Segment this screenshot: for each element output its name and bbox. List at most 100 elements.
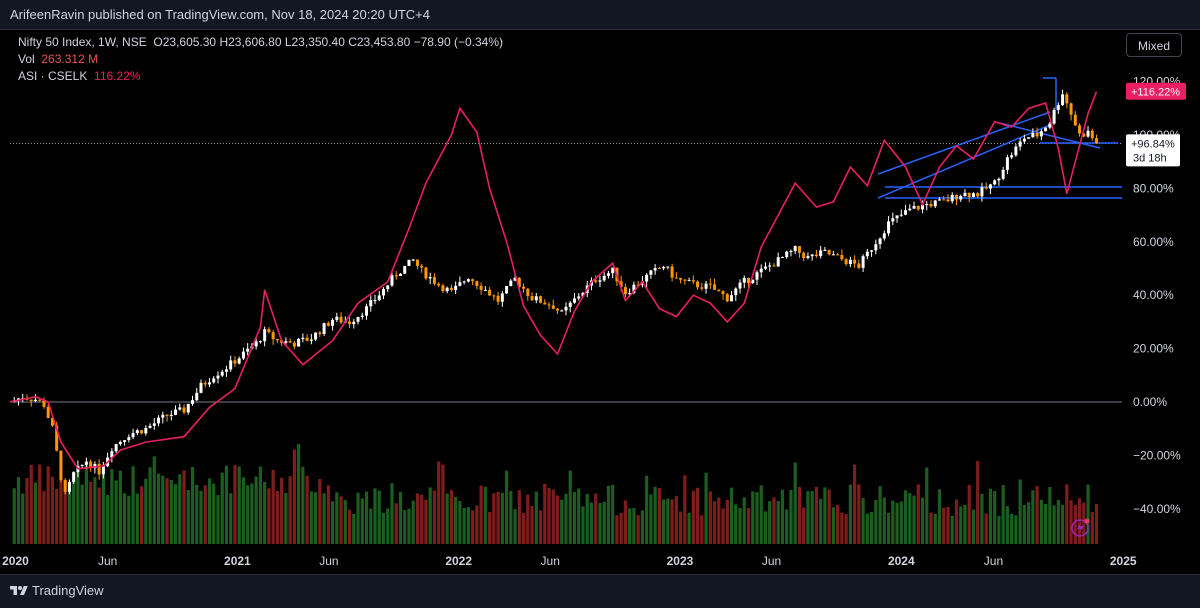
volume-bar — [980, 493, 984, 544]
legend-volume-row[interactable]: Vol 263.312 M — [18, 51, 503, 68]
volume-bar — [759, 485, 763, 544]
candle — [165, 414, 169, 422]
candle — [887, 215, 891, 237]
volume-bar — [903, 490, 908, 544]
volume-bar — [496, 491, 500, 544]
candle — [191, 395, 195, 406]
candle — [271, 330, 275, 345]
candle — [161, 411, 165, 424]
candle — [662, 265, 666, 271]
volume-bar — [717, 497, 721, 544]
candle — [89, 459, 93, 472]
volume-bar — [895, 502, 899, 544]
volume-bar — [1056, 499, 1060, 544]
scale-mode-button[interactable]: Mixed — [1126, 33, 1182, 57]
candle — [1039, 129, 1043, 141]
volume-bar — [734, 504, 738, 544]
volume-bar — [135, 493, 139, 544]
candle — [848, 256, 852, 268]
volume-bar — [458, 500, 462, 544]
volume-bar — [347, 509, 352, 544]
candle — [398, 272, 402, 276]
volume-bar — [946, 507, 950, 544]
candle — [1035, 127, 1039, 139]
volume-bar — [874, 500, 878, 544]
volume-bar — [386, 508, 390, 544]
volume-bar — [746, 508, 751, 544]
candle — [72, 471, 76, 484]
x-tick-label: Jun — [541, 554, 560, 568]
candle — [267, 327, 271, 334]
candle — [1044, 127, 1048, 132]
candle — [976, 192, 980, 198]
candle — [789, 249, 793, 257]
x-axis[interactable]: 2020 Jun 2021 Jun 2022 Jun 2023 Jun 2024 Jun 2025 — [2, 554, 1137, 568]
candle — [174, 405, 178, 416]
candle — [874, 239, 878, 255]
volume-bar — [203, 485, 207, 544]
price-chart[interactable]: 120.00%100.00%80.00%60.00%40.00%20.00%0.… — [0, 30, 1200, 574]
volume-bar — [509, 490, 513, 544]
volume-bar — [1027, 502, 1031, 544]
volume-bar — [797, 486, 802, 544]
volume-bar — [751, 491, 755, 544]
y-tick-label: −40.00% — [1133, 502, 1181, 516]
volume-bar — [305, 475, 309, 544]
candle — [1027, 137, 1031, 139]
volume-bar — [258, 466, 263, 544]
volume-bar — [46, 466, 50, 544]
volume-bar — [640, 510, 644, 544]
volume-bar — [899, 501, 903, 544]
volume-bar — [339, 496, 343, 544]
legend-asi-label: ASI · CSELK — [18, 69, 88, 83]
trendline — [877, 124, 1051, 199]
volume-bar — [827, 489, 831, 544]
volume-bar — [598, 503, 602, 544]
legend-symbol-row[interactable]: Nifty 50 Index, 1W, NSE O23,605.30 H23,6… — [18, 34, 503, 51]
volume-bar — [1077, 498, 1082, 544]
candle — [1086, 126, 1090, 138]
volume-bar — [301, 466, 305, 544]
volume-bar — [284, 493, 288, 544]
volume-bar — [492, 493, 496, 544]
candle — [195, 387, 199, 402]
volume-bar — [959, 506, 963, 544]
volume-bar — [246, 485, 250, 544]
volume-bar — [398, 492, 403, 544]
volume-bar — [933, 513, 937, 544]
volume-bar — [776, 501, 780, 544]
candle — [700, 282, 704, 291]
candle — [530, 292, 534, 301]
candle — [305, 334, 309, 342]
candle — [870, 250, 874, 257]
candle — [365, 303, 369, 320]
volume-bar — [403, 510, 407, 544]
volume-bar — [585, 493, 589, 544]
candle — [649, 269, 653, 279]
lightning-icon[interactable] — [1071, 518, 1090, 537]
volume-bar — [106, 494, 110, 544]
legend-asi-row[interactable]: ASI · CSELK 116.22% — [18, 68, 503, 85]
candle — [118, 440, 122, 446]
volume-bar — [712, 501, 717, 544]
candle — [823, 246, 827, 252]
candle — [594, 275, 598, 284]
y-tick-label: 0.00% — [1133, 395, 1167, 409]
volume-bar — [33, 482, 38, 544]
candle — [127, 434, 131, 443]
volume-bar — [407, 508, 411, 544]
candle — [755, 270, 759, 285]
volume-bar — [373, 488, 377, 544]
candle — [318, 331, 322, 337]
volume-bar — [810, 491, 814, 544]
volume-bar — [118, 470, 122, 544]
volume-bar — [1014, 515, 1018, 544]
volume-bar — [165, 478, 169, 544]
volume-bar — [233, 465, 237, 544]
candle — [611, 267, 615, 279]
candle — [1048, 121, 1052, 130]
candle — [679, 277, 683, 284]
candle — [479, 282, 483, 295]
volume-bar — [250, 483, 254, 544]
candle — [246, 343, 250, 356]
